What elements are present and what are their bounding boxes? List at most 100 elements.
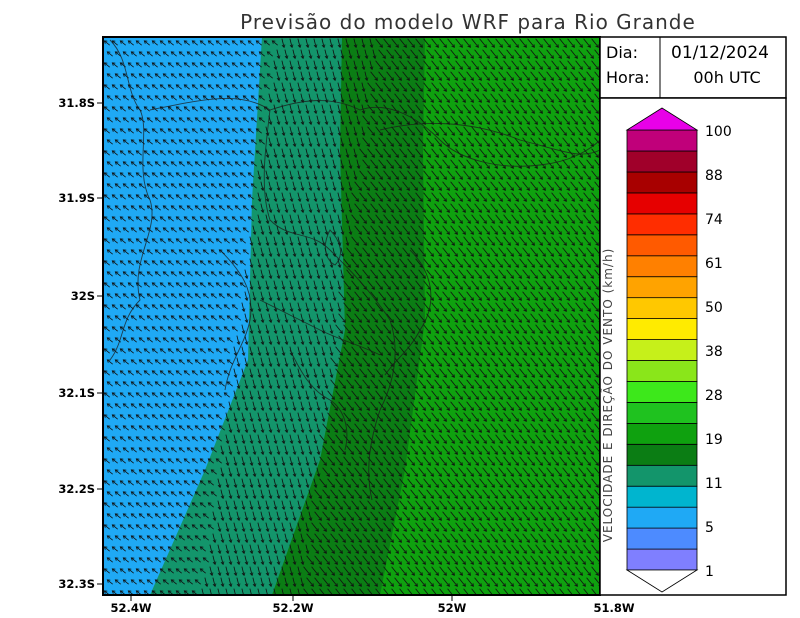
wind-arrow-head xyxy=(143,282,148,286)
wind-arrow xyxy=(233,368,237,378)
wind-arrow xyxy=(147,73,153,79)
wind-arrow-head xyxy=(550,187,554,191)
wind-arrow xyxy=(551,126,559,136)
wind-arrow xyxy=(415,302,423,312)
wind-arrow xyxy=(426,225,434,235)
wind-arrow-head xyxy=(199,106,204,110)
wind-arrow-head xyxy=(119,216,124,220)
wind-arrow xyxy=(219,139,225,145)
wind-arrow-head xyxy=(435,330,439,334)
wind-arrow-head xyxy=(300,341,305,346)
wind-arrow-head xyxy=(305,44,310,49)
wind-arrow xyxy=(233,390,237,400)
wind-arrow-head xyxy=(233,396,238,401)
wind-arrow-head xyxy=(534,165,538,169)
wind-arrow-head xyxy=(103,194,108,198)
wind-arrow-head xyxy=(106,271,111,275)
wind-arrow xyxy=(297,214,301,224)
wind-arrow xyxy=(160,414,166,420)
wind-arrow-head xyxy=(281,242,286,247)
wind-arrow xyxy=(144,260,150,266)
wind-arrow xyxy=(354,423,362,433)
wind-arrow xyxy=(391,170,399,180)
wind-arrow xyxy=(490,401,498,411)
wind-arrow-head xyxy=(550,319,554,323)
wind-arrow xyxy=(308,137,312,147)
wind-arrow xyxy=(273,82,277,92)
wind-arrow xyxy=(495,390,503,400)
wind-arrow xyxy=(292,203,296,213)
wind-arrow-head xyxy=(494,77,498,81)
wind-arrow xyxy=(257,258,261,268)
wind-arrow xyxy=(575,434,583,444)
wind-arrow xyxy=(378,247,386,257)
wind-arrow xyxy=(220,467,224,477)
wind-arrow xyxy=(120,414,126,420)
wind-arrow xyxy=(402,203,410,213)
wind-arrow-head xyxy=(587,154,591,158)
wind-arrow-head xyxy=(459,418,463,422)
wind-arrow xyxy=(224,62,230,68)
wind-arrow xyxy=(112,106,118,112)
wind-arrow xyxy=(345,214,349,224)
wind-arrow xyxy=(415,324,423,334)
wind-arrow xyxy=(402,225,410,235)
wind-arrow xyxy=(321,258,325,268)
wind-arrow-head xyxy=(257,396,262,401)
wind-arrow-head xyxy=(595,286,599,290)
wind-arrow-head xyxy=(353,66,358,71)
wind-arrow xyxy=(471,412,479,422)
wind-arrow-head xyxy=(502,319,506,323)
wind-arrow xyxy=(426,159,434,169)
wind-arrow xyxy=(112,260,118,266)
wind-arrow xyxy=(329,280,333,290)
wind-arrow xyxy=(337,82,341,92)
wind-arrow xyxy=(383,302,391,312)
wind-arrow-head xyxy=(563,440,567,444)
wind-arrow xyxy=(546,269,554,279)
wind-arrow xyxy=(522,181,530,191)
wind-arrow xyxy=(514,137,522,147)
wind-arrow xyxy=(434,93,442,103)
wind-arrow-head xyxy=(202,293,207,297)
wind-arrow xyxy=(256,150,262,156)
wind-arrow xyxy=(375,302,383,312)
wind-arrow-head xyxy=(366,187,370,191)
wind-arrow xyxy=(554,137,562,147)
wind-arrow xyxy=(179,51,185,57)
wind-arrow-head xyxy=(363,176,367,180)
wind-arrow-head xyxy=(499,440,503,444)
wind-arrow-head xyxy=(390,77,394,81)
wind-arrow-head xyxy=(478,209,482,213)
wind-arrow xyxy=(187,315,193,321)
wind-arrow xyxy=(410,313,418,323)
wind-arrow-head xyxy=(249,242,254,247)
wind-arrow-head xyxy=(143,436,148,440)
wind-arrow-head xyxy=(326,473,330,477)
wind-arrow-head xyxy=(130,161,135,165)
wind-arrow xyxy=(224,128,230,134)
wind-arrow xyxy=(332,203,336,213)
wind-arrow-head xyxy=(558,341,562,345)
wind-arrow-head xyxy=(350,253,354,257)
wind-arrow-head xyxy=(252,319,257,324)
wind-arrow-head xyxy=(146,117,151,121)
wind-arrow xyxy=(570,269,578,279)
wind-arrow xyxy=(136,348,142,354)
wind-arrow xyxy=(112,40,118,46)
wind-arrow xyxy=(281,82,285,92)
wind-arrow-head xyxy=(316,473,321,478)
wind-arrow xyxy=(423,214,431,224)
wind-arrow xyxy=(386,313,394,323)
wind-arrow-head xyxy=(382,143,386,147)
wind-arrow xyxy=(402,115,410,125)
wind-arrow-head xyxy=(284,451,289,456)
wind-arrow-head xyxy=(475,154,479,158)
wind-arrow xyxy=(219,227,225,233)
wind-arrow-head xyxy=(178,403,183,407)
wind-arrow xyxy=(195,315,201,321)
wind-arrow-head xyxy=(486,297,490,301)
wind-arrow xyxy=(474,423,482,433)
wind-arrow xyxy=(431,148,439,158)
wind-arrow xyxy=(144,304,150,310)
